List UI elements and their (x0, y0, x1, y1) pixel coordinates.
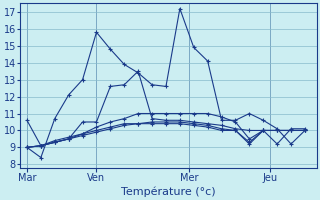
X-axis label: Température (°c): Température (°c) (121, 186, 216, 197)
